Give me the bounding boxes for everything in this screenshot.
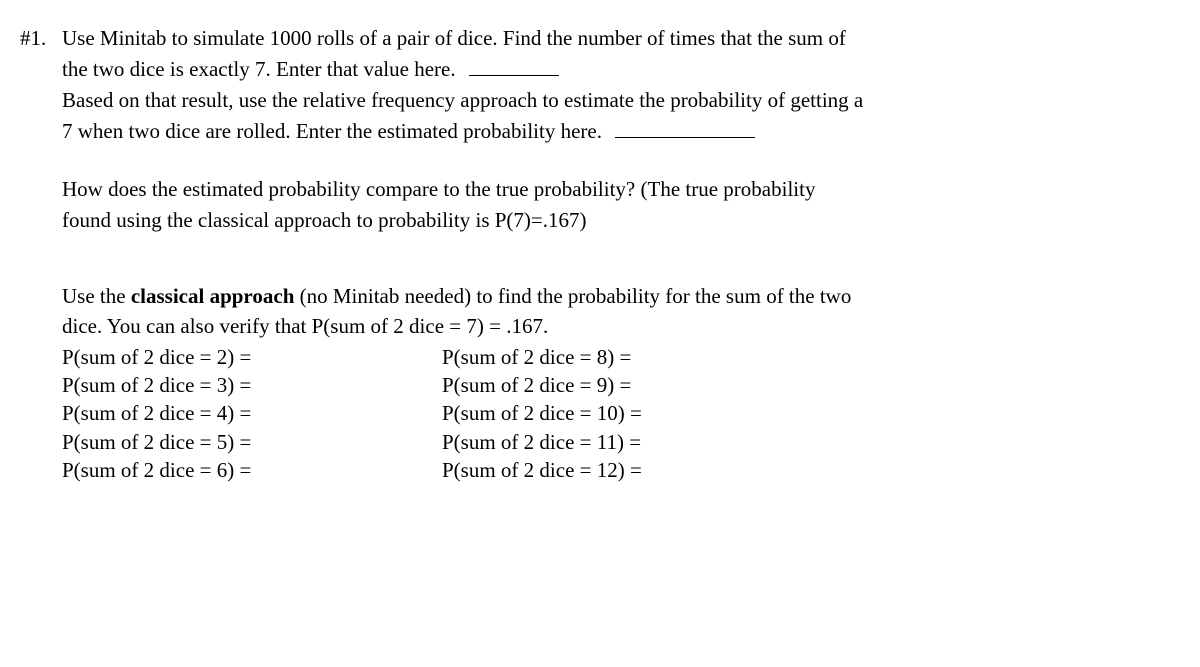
classical-line-1b: dice. You can also verify that P(sum of …: [62, 312, 1180, 340]
classical-post: (no Minitab needed) to find the probabil…: [294, 284, 851, 308]
prob-sum-4: P(sum of 2 dice = 4) =: [62, 399, 442, 427]
classical-line-1a: Use the classical approach (no Minitab n…: [62, 282, 1180, 310]
problem-1: #1. Use Minitab to simulate 1000 rolls o…: [20, 24, 1180, 484]
compare-line-1: How does the estimated probability compa…: [62, 175, 1180, 203]
prob-sum-6: P(sum of 2 dice = 6) =: [62, 456, 442, 484]
intro-line-1b-text: the two dice is exactly 7. Enter that va…: [62, 57, 456, 81]
left-column: P(sum of 2 dice = 2) = P(sum of 2 dice =…: [62, 343, 442, 485]
intro-line-2a: Based on that result, use the relative f…: [62, 86, 1180, 114]
spacer: [62, 236, 1180, 282]
probability-columns: P(sum of 2 dice = 2) = P(sum of 2 dice =…: [62, 343, 1180, 485]
prob-sum-10: P(sum of 2 dice = 10) =: [442, 399, 822, 427]
classical-bold: classical approach: [131, 284, 295, 308]
prob-sum-5: P(sum of 2 dice = 5) =: [62, 428, 442, 456]
intro-line-1a: Use Minitab to simulate 1000 rolls of a …: [62, 24, 1180, 52]
prob-sum-2: P(sum of 2 dice = 2) =: [62, 343, 442, 371]
prob-sum-11: P(sum of 2 dice = 11) =: [442, 428, 822, 456]
problem-body: Use Minitab to simulate 1000 rolls of a …: [62, 24, 1180, 484]
prob-sum-12: P(sum of 2 dice = 12) =: [442, 456, 822, 484]
prob-sum-9: P(sum of 2 dice = 9) =: [442, 371, 822, 399]
classical-pre: Use the: [62, 284, 131, 308]
problem-number: #1.: [20, 24, 46, 52]
intro-line-2b: 7 when two dice are rolled. Enter the es…: [62, 116, 1180, 145]
prob-sum-3: P(sum of 2 dice = 3) =: [62, 371, 442, 399]
spacer: [62, 147, 1180, 175]
answer-blank-count[interactable]: [469, 54, 559, 76]
compare-line-2: found using the classical approach to pr…: [62, 206, 1180, 234]
intro-line-1b: the two dice is exactly 7. Enter that va…: [62, 54, 1180, 83]
prob-sum-8: P(sum of 2 dice = 8) =: [442, 343, 822, 371]
right-column: P(sum of 2 dice = 8) = P(sum of 2 dice =…: [442, 343, 822, 485]
intro-line-2b-text: 7 when two dice are rolled. Enter the es…: [62, 119, 602, 143]
answer-blank-probability[interactable]: [615, 116, 755, 138]
